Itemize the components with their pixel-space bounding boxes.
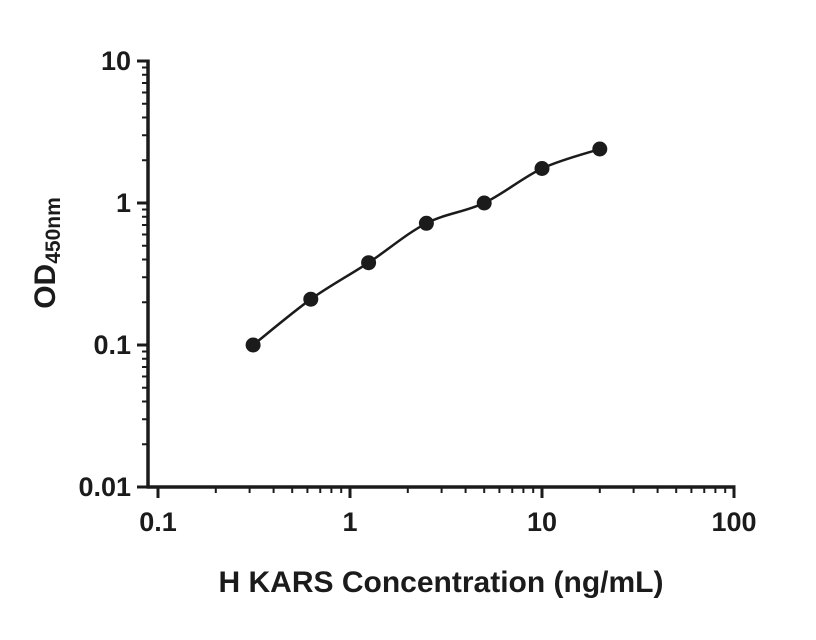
standard-curve-line (252, 147, 601, 346)
data-point (534, 161, 550, 176)
y-axis-title-subscript: 450nm (42, 197, 65, 264)
data-point (418, 215, 434, 231)
data-point (245, 337, 261, 353)
x-tick-label: 10 (527, 507, 557, 537)
data-point (476, 195, 492, 211)
x-tick-label: 1 (342, 507, 357, 537)
data-point (592, 141, 608, 157)
series-h-kars-standard-curve (245, 141, 608, 353)
x-tick-label: 100 (711, 507, 756, 537)
x-tick-label: 0.1 (139, 507, 177, 537)
y-tick-label: 0.1 (93, 330, 131, 360)
data-point (303, 291, 319, 307)
x-axis-ticks: 0.1 1 10 100 (139, 487, 757, 537)
data-point (361, 255, 377, 271)
y-tick-label: 1 (116, 188, 131, 218)
y-axis-title-main: OD (29, 263, 62, 309)
y-tick-label: 0.01 (78, 472, 131, 502)
axes (146, 59, 736, 489)
x-axis-title: H KARS Concentration (ng/mL) (218, 566, 664, 599)
y-axis-ticks: 0.01 0.1 1 10 (78, 46, 148, 502)
y-tick-label: 10 (101, 46, 131, 76)
y-axis-title: OD450nm (26, 143, 66, 363)
